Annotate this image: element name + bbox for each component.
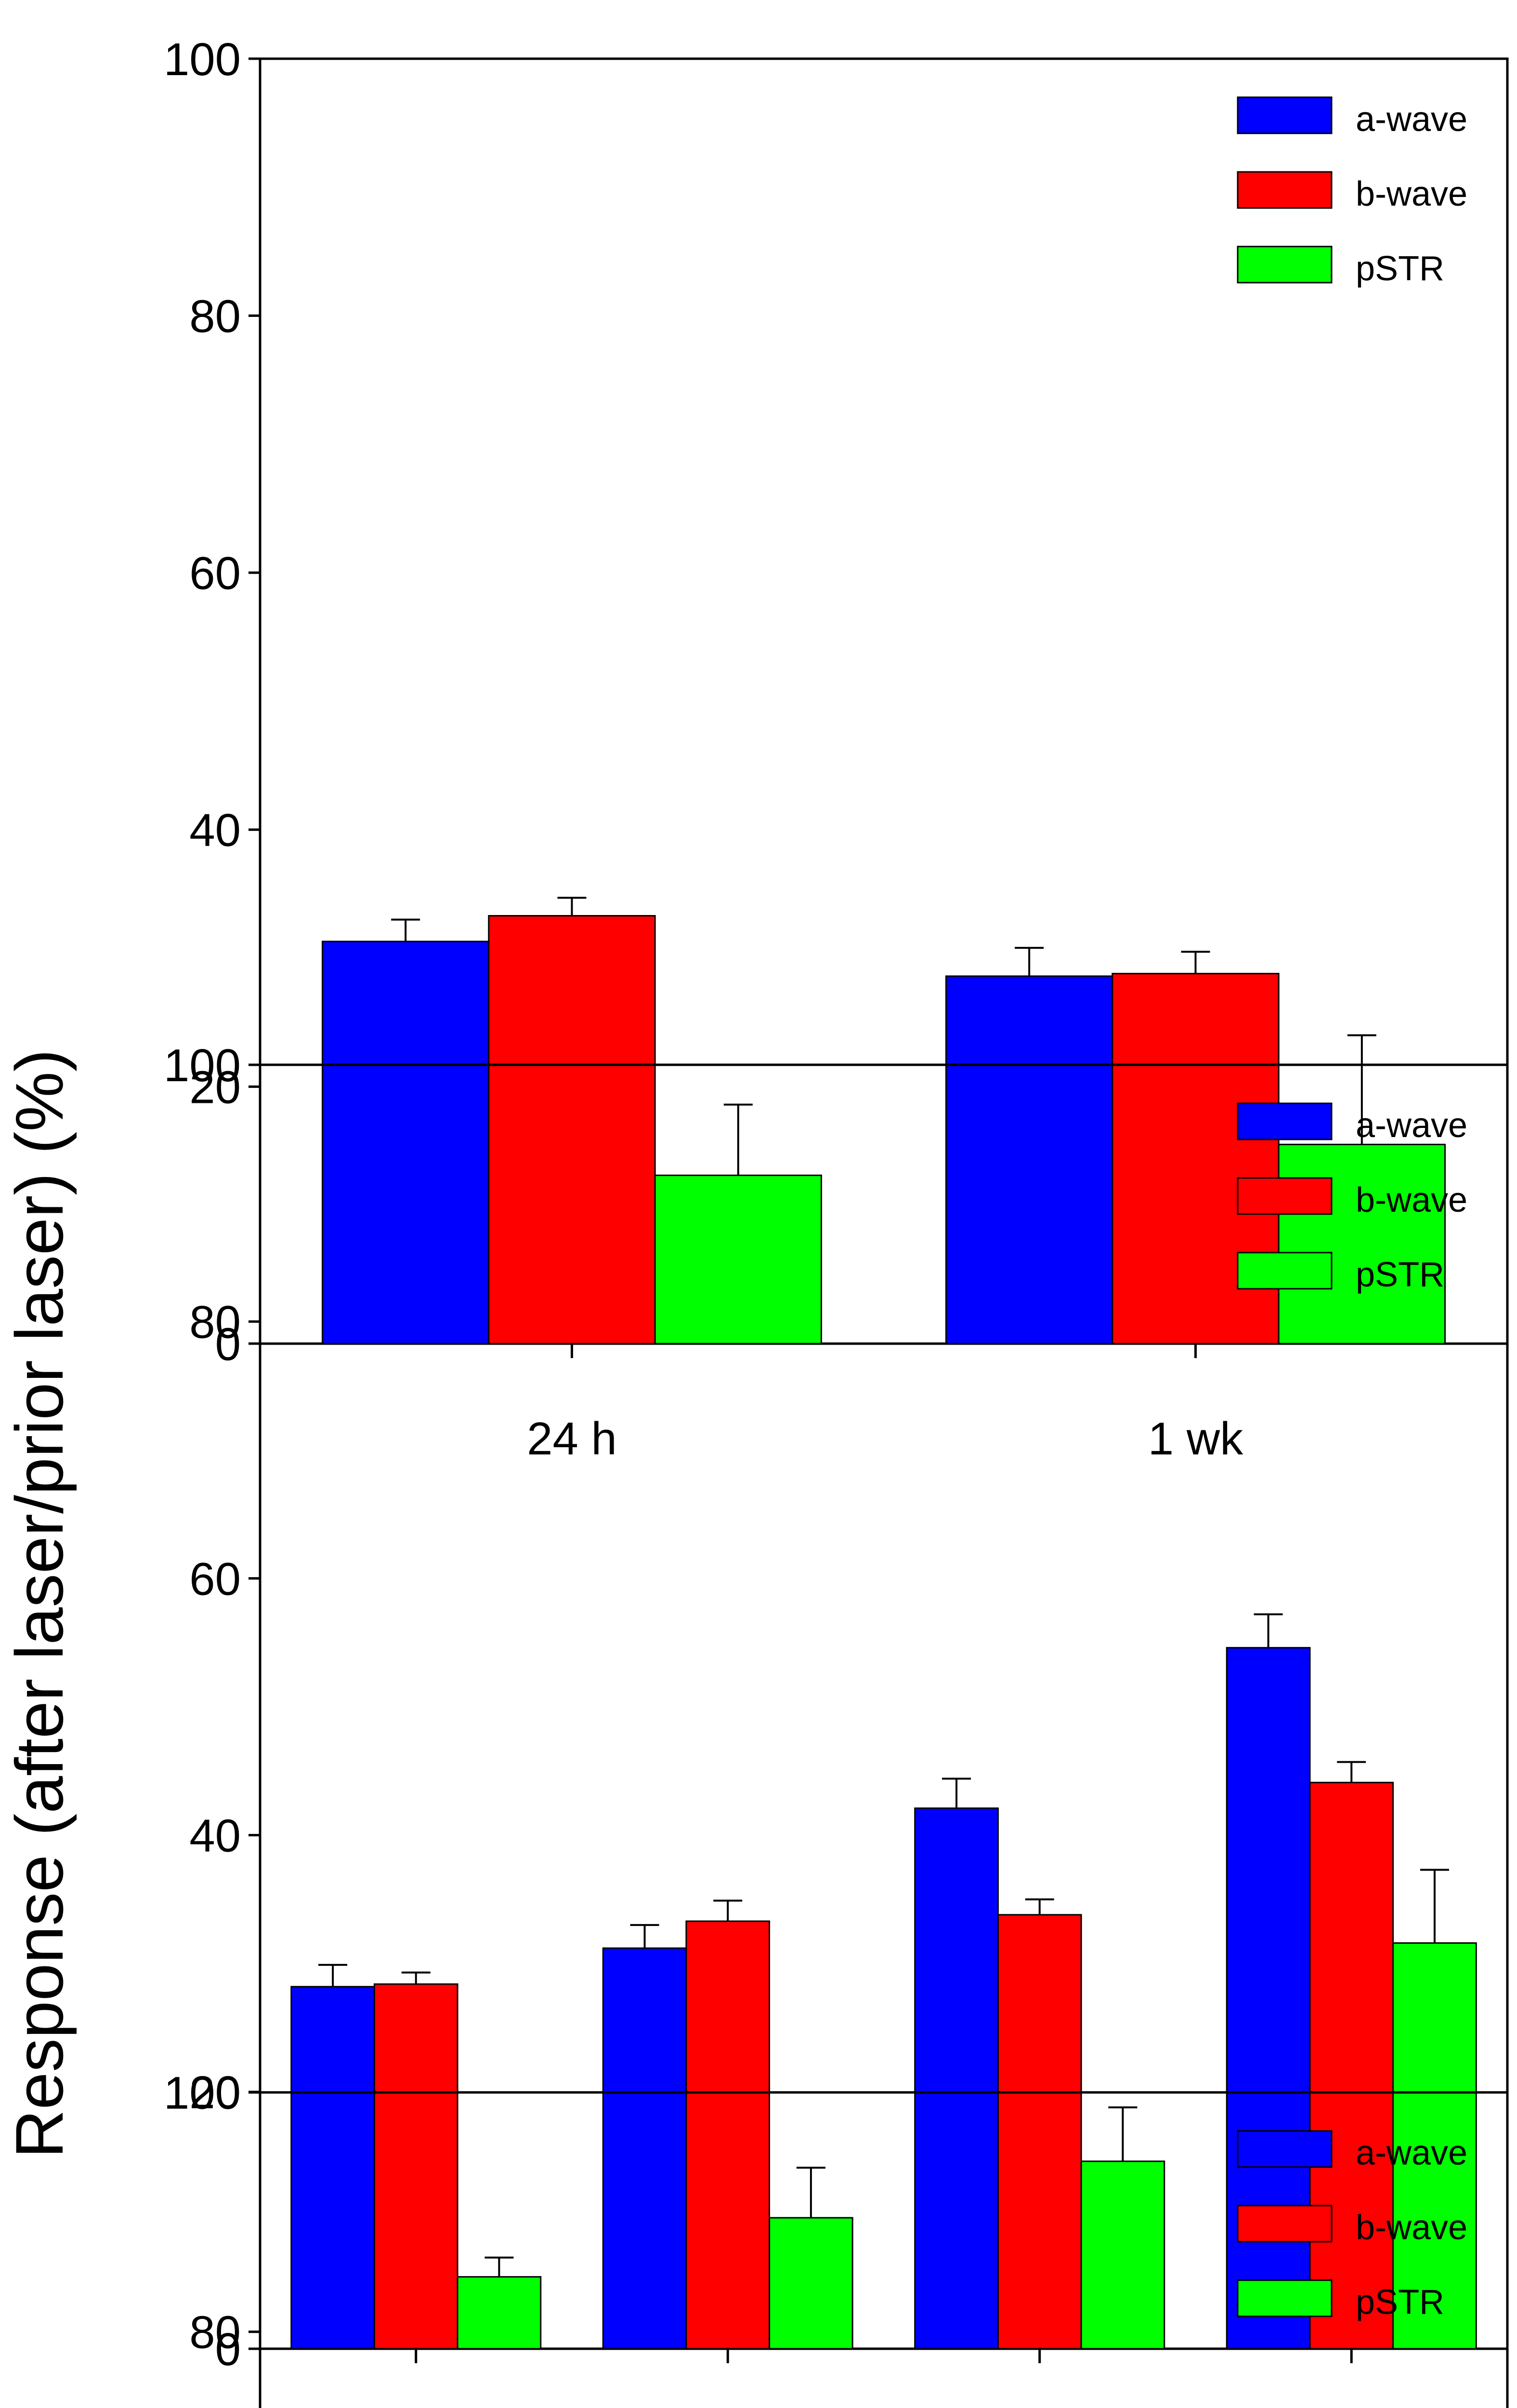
bar-a-wave-4-wks (1226, 1647, 1311, 2350)
y-axis-title: Response (after laser/prior laser) (%) (1, 1049, 77, 2159)
legend-label-b-wave: b-wave (1356, 2209, 1467, 2247)
y-tick-label: 80 (189, 1296, 241, 1348)
legend-swatch-a-wave (1237, 2130, 1333, 2168)
legend-swatch-pstr (1237, 246, 1333, 284)
plot-frame (259, 2091, 1509, 2408)
bar-pstr-1-wk (769, 2217, 853, 2350)
bar-pstr-1-wk (1278, 1143, 1446, 1345)
bar-b-wave-4-wks (1309, 1781, 1394, 2350)
y-tick-label: 60 (189, 1553, 241, 1605)
legend-label-b-wave: b-wave (1356, 1181, 1467, 1219)
y-tick-label: 40 (189, 805, 241, 856)
y-tick-label: 0 (215, 2324, 241, 2375)
bar-a-wave-1-wk (945, 975, 1113, 1345)
bar-pstr-4-wks (1392, 1942, 1477, 2350)
bar-a-wave-1-wk (602, 1947, 687, 2350)
legend-label-pstr: pSTR (1356, 249, 1444, 288)
chart-panels: 0 20 40 60 80 100 24 h 1 wk a-wave b-wave pSTR 0 20 4… (164, 34, 1509, 2408)
y-tick-label: 40 (189, 1810, 241, 1862)
bar-b-wave-1-wk (685, 1920, 771, 2350)
legend-label-a-wave: a-wave (1356, 1106, 1467, 1145)
y-tick-label: 100 (164, 34, 241, 85)
legend-label-pstr: pSTR (1356, 1256, 1444, 1294)
bar-b-wave-2-wks (997, 1914, 1082, 2350)
chart-panel-1: 0 20 40 60 80 100 24 h 1 wk a-wave b-wave pSTR (164, 34, 1509, 1465)
y-tick-label: 80 (189, 2307, 241, 2358)
y-tick-label: 80 (189, 291, 241, 342)
bar-pstr-24-h (654, 1174, 822, 1345)
bar-a-wave-2-wks (914, 1807, 999, 2350)
y-tick-label: 100 (164, 1040, 241, 1091)
y-tick-label: 100 (164, 2068, 241, 2119)
bar-a-wave-24-h (290, 1986, 375, 2350)
legend-swatch-pstr (1237, 1252, 1333, 1290)
bar-b-wave-24-h (488, 915, 656, 1345)
plot-frame (259, 57, 1509, 1345)
legend-swatch-a-wave (1237, 96, 1333, 134)
legend-swatch-b-wave (1237, 171, 1333, 209)
x-tick-label: 1 wk (1148, 1413, 1243, 1465)
legend-label-b-wave: b-wave (1356, 175, 1467, 213)
plot-frame (259, 1063, 1509, 2350)
x-tick-label: 24 h (527, 1413, 617, 1465)
y-tick-label: 20 (189, 2067, 241, 2119)
legend-swatch-b-wave (1237, 1177, 1333, 1215)
legend-swatch-b-wave (1237, 2205, 1333, 2243)
legend-label-a-wave: a-wave (1356, 2134, 1467, 2172)
bar-b-wave-24-h (373, 1983, 458, 2350)
legend-swatch-pstr (1237, 2279, 1333, 2317)
y-tick-label: 0 (215, 1319, 241, 1370)
legend-label-a-wave: a-wave (1356, 100, 1467, 139)
bar-pstr-2-wks (1080, 2160, 1165, 2350)
bar-pstr-24-h (457, 2276, 542, 2350)
legend-label-pstr: pSTR (1356, 2283, 1444, 2322)
y-tick-label: 60 (189, 548, 241, 599)
y-tick-label: 20 (189, 1061, 241, 1113)
bar-a-wave-24-h (322, 941, 490, 1345)
legend-swatch-a-wave (1237, 1102, 1333, 1140)
